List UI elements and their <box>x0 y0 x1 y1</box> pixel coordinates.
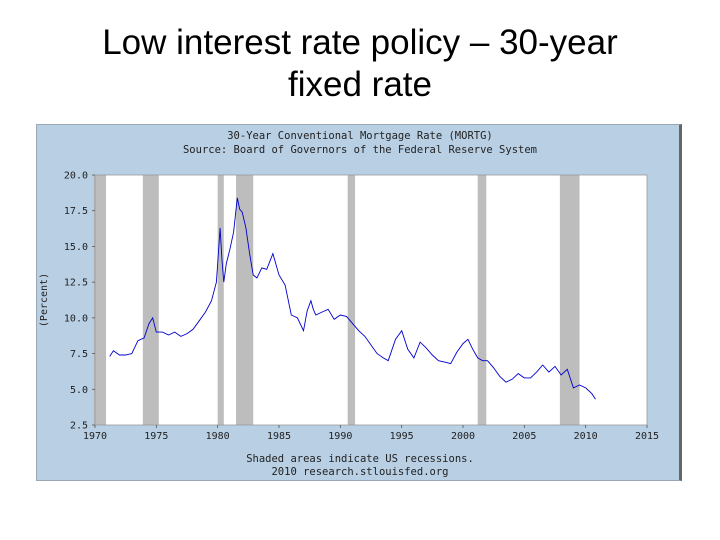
rate-series <box>109 197 596 400</box>
recession-band-3 <box>236 175 254 425</box>
x-tick-label: 1985 <box>267 431 291 442</box>
x-tick-label: 1980 <box>206 431 230 442</box>
recession-band-2 <box>217 175 224 425</box>
recession-note: Shaded areas indicate US recessions. <box>246 453 474 465</box>
y-tick-label: 7.5 <box>70 349 88 360</box>
recession-bands <box>93 175 580 425</box>
x-tick-label: 2010 <box>574 431 598 442</box>
x-tick-label: 1990 <box>328 431 352 442</box>
source-credit: 2010 research.stlouisfed.org <box>271 466 448 478</box>
chart-subtitle: Source: Board of Governors of the Federa… <box>183 144 537 156</box>
x-tick-label: 2005 <box>512 431 536 442</box>
x-tick-label: 2015 <box>635 431 659 442</box>
y-tick-label: 5.0 <box>70 385 88 396</box>
y-tick-label: 12.5 <box>64 278 88 289</box>
y-axis-ticks: 2.5 5.0 7.5 10.0 12.5 15.0 17.5 20.0 <box>64 171 95 432</box>
plot-border <box>94 174 648 426</box>
slide-title-line1: Low interest rate policy – 30-year <box>102 23 618 62</box>
y-tick-label: 17.5 <box>64 206 88 217</box>
slide-title-line2: fixed rate <box>288 65 432 104</box>
y-axis-label: (Percent) <box>39 273 50 327</box>
recession-band-4 <box>347 175 356 425</box>
x-axis-ticks: 1970 1975 1980 1985 1990 1995 2000 2005 2010 2015 <box>83 425 659 442</box>
x-tick-label: 2000 <box>451 431 475 442</box>
recession-band-6 <box>559 175 580 425</box>
mortgage-rate-chart: 30-Year Conventional Mortgage Rate (MORT… <box>39 130 659 478</box>
recession-band-0 <box>93 175 107 425</box>
x-tick-label: 1975 <box>144 431 168 442</box>
recession-band-1 <box>142 175 159 425</box>
recession-band-5 <box>477 175 487 425</box>
x-tick-label: 1970 <box>83 431 107 442</box>
y-tick-label: 10.0 <box>64 313 88 324</box>
plot-area <box>95 175 647 425</box>
chart-panel: 30-Year Conventional Mortgage Rate (MORT… <box>36 124 682 481</box>
y-tick-label: 15.0 <box>64 242 88 253</box>
y-tick-label: 2.5 <box>70 421 88 432</box>
chart-title: 30-Year Conventional Mortgage Rate (MORT… <box>227 130 493 142</box>
slide-title: Low interest rate policy – 30-year fixed… <box>60 22 660 106</box>
y-tick-label: 20.0 <box>64 171 88 182</box>
series-line-mortg <box>109 197 596 400</box>
x-tick-label: 1995 <box>390 431 414 442</box>
